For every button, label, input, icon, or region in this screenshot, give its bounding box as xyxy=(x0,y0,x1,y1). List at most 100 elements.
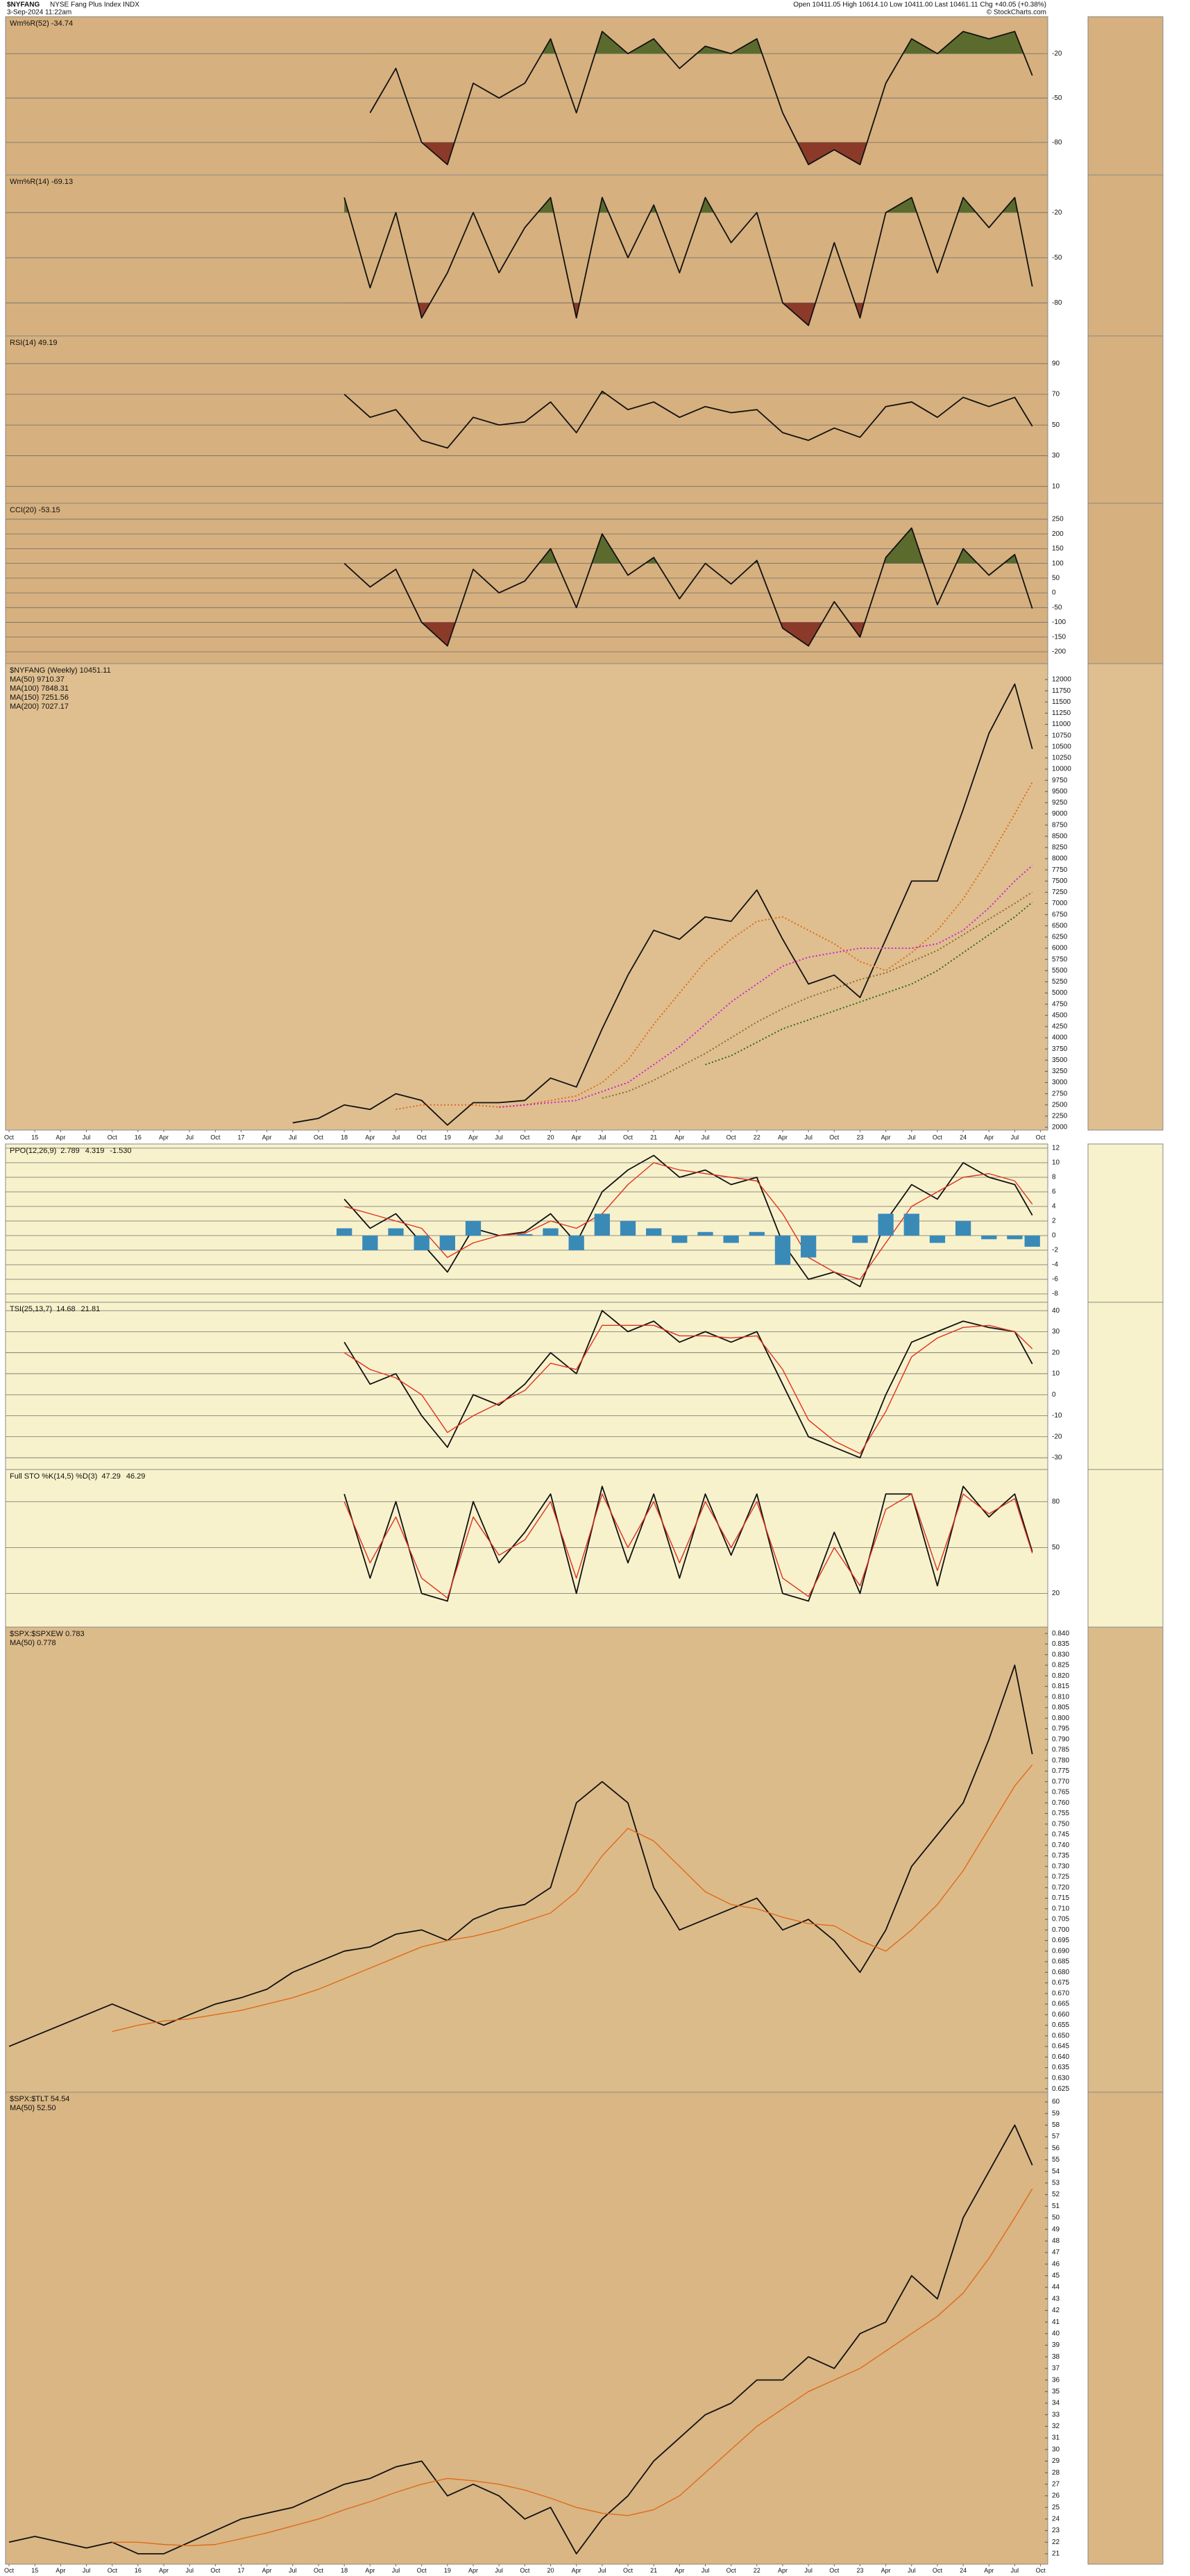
date: 3-Sep-2024 11:22am xyxy=(7,9,71,17)
y-tick-label: 0.645 xyxy=(1052,2043,1069,2051)
y-tick-label: 25 xyxy=(1052,2504,1060,2511)
histogram-bar xyxy=(929,1236,946,1243)
y-tick-label: 9000 xyxy=(1052,810,1068,818)
x-tick-label: 22 xyxy=(754,1134,760,1140)
x-tick-label: Oct xyxy=(314,2567,324,2574)
x-tick-label: 21 xyxy=(650,1134,657,1140)
header-bg xyxy=(0,0,1190,17)
y-tick-label: 22 xyxy=(1052,2539,1060,2546)
y-tick-label: 56 xyxy=(1052,2144,1060,2152)
y-tick-label: 0.675 xyxy=(1052,1979,1069,1987)
y-tick-label: 10000 xyxy=(1052,766,1071,773)
side-panel-bg xyxy=(1087,2091,1164,2565)
panel-bg xyxy=(5,335,1048,504)
histogram-bar xyxy=(568,1236,584,1251)
y-tick-label: 0.815 xyxy=(1052,1683,1069,1690)
y-tick-label: 0.710 xyxy=(1052,1905,1069,1912)
y-tick-label: 0.800 xyxy=(1052,1715,1069,1722)
y-tick-label: -20 xyxy=(1052,50,1062,58)
y-tick-label: 0.715 xyxy=(1052,1894,1069,1902)
x-tick-label: Jul xyxy=(83,2567,91,2574)
x-tick-label: Apr xyxy=(984,1134,994,1140)
y-tick-label: 54 xyxy=(1052,2168,1060,2175)
x-tick-label: Oct xyxy=(933,2567,943,2574)
x-tick-label: 20 xyxy=(547,2567,554,2574)
y-tick-label: 8750 xyxy=(1052,821,1068,829)
y-tick-label: 0.680 xyxy=(1052,1969,1069,1976)
y-tick-label: 0.825 xyxy=(1052,1662,1069,1669)
y-tick-label: 0.685 xyxy=(1052,1958,1069,1966)
y-tick-label: 45 xyxy=(1052,2272,1060,2280)
x-tick-label: Apr xyxy=(778,2567,788,2574)
y-tick-label: 7000 xyxy=(1052,900,1068,907)
y-tick-label: 0.640 xyxy=(1052,2053,1069,2061)
panel-bg xyxy=(5,16,1048,176)
histogram-bar xyxy=(1024,1236,1040,1247)
side-panel-bg xyxy=(1087,503,1164,664)
x-tick-label: Jul xyxy=(289,1134,297,1140)
legend-entry: $SPX:$SPXEW 0.783 xyxy=(10,1630,85,1638)
y-tick-label: -50 xyxy=(1052,254,1062,262)
legend-entry: RSI(14) 49.19 xyxy=(10,339,57,347)
histogram-bar xyxy=(723,1236,739,1243)
y-tick-label: 7250 xyxy=(1052,889,1068,896)
x-tick-label: Oct xyxy=(726,1134,737,1140)
y-tick-label: 0.830 xyxy=(1052,1651,1069,1658)
y-tick-label: 30 xyxy=(1052,1328,1060,1336)
y-tick-label: 40 xyxy=(1052,2330,1060,2337)
y-tick-label: 46 xyxy=(1052,2260,1060,2268)
legend-entry: CCI(20) -53.15 xyxy=(10,506,60,514)
y-tick-label: 50 xyxy=(1052,1544,1060,1551)
x-tick-label: 17 xyxy=(238,1134,245,1140)
panel-bg xyxy=(5,1302,1048,1470)
y-tick-label: 10 xyxy=(1052,1159,1060,1167)
y-tick-label: 4750 xyxy=(1052,1000,1068,1008)
y-tick-label: 0.755 xyxy=(1052,1810,1069,1817)
side-panel-bg xyxy=(1087,1469,1164,1628)
legend-entry: MA(50) 9710.37 xyxy=(10,675,65,684)
histogram-bar xyxy=(774,1236,791,1265)
y-tick-label: 5000 xyxy=(1052,989,1068,997)
series-line xyxy=(343,1493,1033,1599)
x-tick-label: Jul xyxy=(495,2567,503,2574)
x-tick-label: Oct xyxy=(829,1134,840,1140)
histogram-bar xyxy=(903,1213,919,1236)
y-tick-label: -50 xyxy=(1052,94,1062,102)
y-tick-label: 9250 xyxy=(1052,799,1068,807)
x-tick-label: 15 xyxy=(31,1134,38,1140)
y-tick-label: 32 xyxy=(1052,2423,1060,2430)
legend-entry: MA(100) 7848.31 xyxy=(10,684,69,693)
y-tick-label: 0.660 xyxy=(1052,2011,1069,2019)
x-tick-label: Jul xyxy=(392,2567,400,2574)
y-tick-label: 8500 xyxy=(1052,832,1068,840)
y-tick-label: 52 xyxy=(1052,2191,1060,2198)
legend-entry: 14.68 xyxy=(56,1305,76,1313)
y-tick-label: 0.775 xyxy=(1052,1767,1069,1775)
y-tick-label: 48 xyxy=(1052,2237,1060,2245)
series-line xyxy=(112,1764,1033,2032)
y-tick-label: -200 xyxy=(1052,648,1066,656)
x-axis-bg xyxy=(0,1130,1190,1144)
y-tick-label: 0.780 xyxy=(1052,1757,1069,1765)
y-tick-label: 29 xyxy=(1052,2457,1060,2465)
legend-entry: MA(50) 52.50 xyxy=(10,2104,56,2112)
panel-title: TSI(25,13,7) xyxy=(10,1305,52,1313)
oversold-fill xyxy=(421,142,867,165)
x-tick-label: Jul xyxy=(598,1134,606,1140)
y-tick-label: -30 xyxy=(1052,1454,1062,1462)
quote: Open 10411.05 High 10614.10 Low 10411.00… xyxy=(793,1,1046,9)
y-tick-label: 0.770 xyxy=(1052,1778,1069,1785)
panel-bg xyxy=(5,663,1048,1131)
histogram-bar xyxy=(465,1221,482,1236)
oversold-fill xyxy=(344,455,1032,456)
x-tick-label: Oct xyxy=(417,1134,427,1140)
histogram-bar xyxy=(594,1213,610,1236)
y-tick-label: 4500 xyxy=(1052,1011,1068,1019)
x-tick-label: 18 xyxy=(341,1134,348,1140)
series-line xyxy=(343,527,1033,647)
y-tick-label: 10 xyxy=(1052,1370,1060,1378)
x-tick-label: Apr xyxy=(262,1134,272,1140)
y-tick-label: 5750 xyxy=(1052,956,1068,963)
y-tick-label: -8 xyxy=(1052,1290,1058,1298)
y-tick-label: 2 xyxy=(1052,1218,1056,1225)
